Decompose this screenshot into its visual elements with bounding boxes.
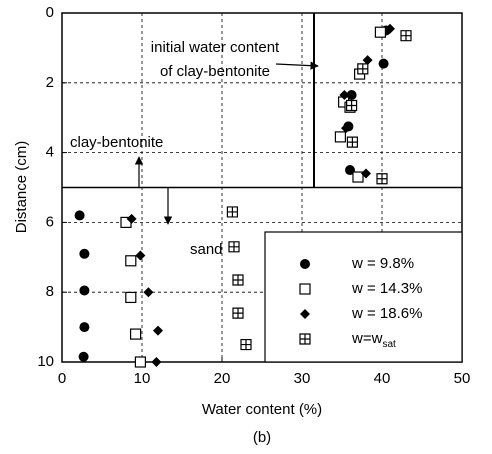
point [143, 287, 154, 298]
legend-text: w = 14.3% [351, 280, 422, 297]
point [228, 241, 240, 253]
x-tick-label: 20 [214, 370, 231, 387]
point [240, 338, 252, 351]
point [341, 123, 351, 134]
point [376, 173, 388, 185]
legend-label: w = 9.8% [351, 255, 414, 272]
legend-marker [300, 259, 310, 269]
legend-text: w = 18.6% [351, 305, 422, 322]
y-tick-label: 2 [46, 74, 54, 91]
point [135, 250, 146, 261]
annotation: of clay-bentonite [160, 63, 270, 80]
x-tick-label: 50 [454, 370, 471, 387]
legend-text: w=w [351, 330, 383, 347]
arrow [275, 61, 319, 70]
annotation: initial water content [151, 39, 280, 56]
point [74, 210, 85, 221]
point [362, 55, 373, 66]
point [361, 168, 371, 179]
x-axis-label: Water content (%) [202, 401, 322, 418]
y-tick-label: 10 [37, 353, 54, 370]
y-tick-label: 8 [46, 283, 54, 300]
point [151, 357, 162, 367]
annotation: sand [190, 241, 223, 258]
point [378, 58, 389, 69]
legend-box [264, 231, 463, 363]
point [352, 171, 364, 183]
y-tick-label: 0 [46, 4, 54, 21]
point [79, 248, 90, 259]
point [226, 206, 238, 218]
x-tick-label: 10 [134, 370, 151, 387]
legend-marker [300, 309, 310, 319]
point [374, 26, 386, 38]
legend-text: w = 9.8% [351, 255, 414, 272]
legend-label: w=wsat [351, 330, 396, 350]
point [400, 30, 412, 42]
point [125, 291, 137, 304]
point [125, 255, 137, 267]
y-tick-label: 4 [46, 144, 54, 161]
x-tick-label: 40 [374, 370, 391, 387]
legend-label: w = 18.6% [351, 305, 422, 322]
y-axis-label: Distance (cm) [13, 141, 30, 234]
point [232, 307, 244, 319]
point [346, 136, 358, 148]
point [79, 322, 90, 333]
point [79, 285, 90, 296]
legend-label: w = 14.3% [351, 280, 422, 297]
legend-marker [299, 283, 311, 295]
x-tick-label: 30 [294, 370, 311, 387]
legend-marker [299, 333, 311, 345]
point [334, 131, 346, 143]
point [357, 63, 369, 75]
point [385, 23, 395, 34]
point [126, 213, 137, 224]
y-tick-label: 6 [46, 213, 54, 230]
point [339, 90, 350, 101]
point [78, 351, 89, 362]
point [346, 99, 358, 112]
point [153, 325, 163, 336]
legend-subscript: sat [382, 339, 396, 350]
point [232, 274, 244, 286]
point [134, 356, 146, 368]
x-tick-label: 0 [58, 370, 66, 387]
point [130, 328, 142, 340]
caption: (b) [253, 429, 271, 446]
annotation: clay-bentonite [70, 134, 163, 151]
